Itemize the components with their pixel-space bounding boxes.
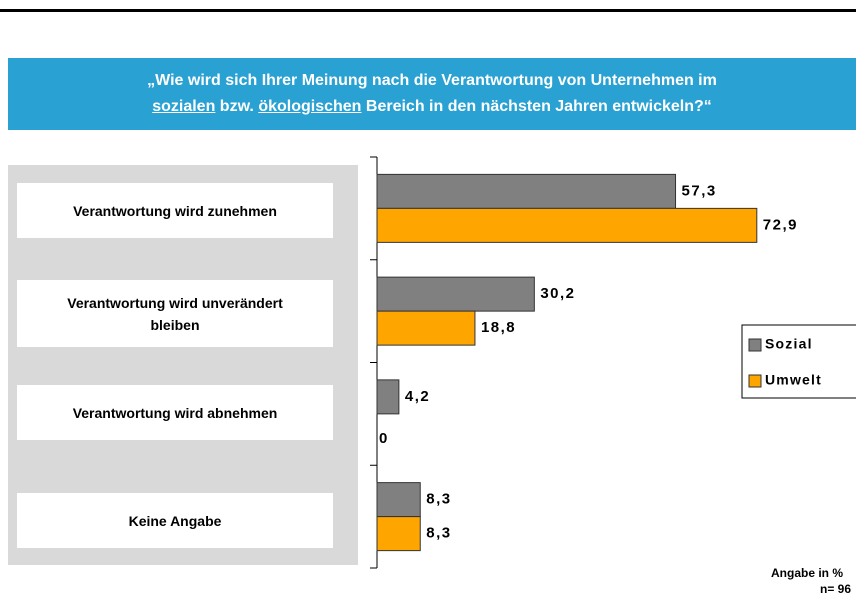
bar [376,379,400,415]
top-rule [0,9,856,12]
title-part: Bereich in den nächsten Jahren entwickel… [361,98,712,115]
category-label: Verantwortung wird zunehmen [17,183,333,238]
title-part: bzw. [215,98,259,115]
note: n= 96 [820,582,852,596]
title-part: „Wie wird sich Ihrer Meinung nach die Ve… [147,72,717,89]
value-label: 4,2 [405,388,430,405]
value-label: 8,3 [426,525,451,542]
value-label: 57,3 [682,182,717,199]
title: „Wie wird sich Ihrer Meinung nach die Ve… [52,68,812,120]
value-label: 72,9 [763,216,798,233]
legend-label: Sozial [765,336,813,352]
title-box: „Wie wird sich Ihrer Meinung nach die Ve… [8,58,856,130]
legend-swatch [748,374,762,388]
value-label: 30,2 [540,285,575,302]
value-label: 8,3 [426,491,451,508]
value-label: 18,8 [481,319,516,336]
category-label: Verantwortung wird abnehmen [17,385,333,440]
category-label: Verantwortung wird unverändert bleiben [17,280,333,347]
bar [376,516,421,552]
value-label: 0 [379,430,389,447]
note: Angabe in % [771,566,844,580]
bar [376,310,476,346]
legend-label: Umwelt [765,372,822,388]
legend-swatch [748,338,762,352]
title-part: ökologischen [258,98,362,115]
bar [376,207,758,243]
category-label: Keine Angabe [17,493,333,548]
title-part: sozialen [152,98,216,115]
bar [376,482,421,518]
bar [376,276,535,312]
bar [376,173,677,209]
